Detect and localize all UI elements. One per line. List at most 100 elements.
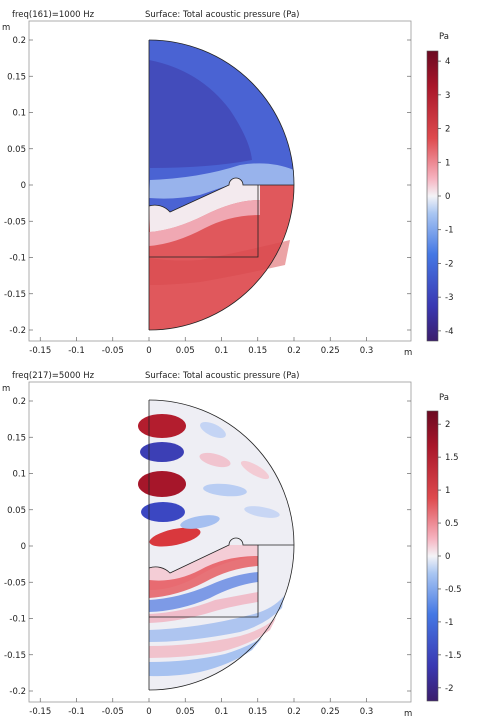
colorbar-tick-label: 2	[445, 420, 450, 430]
x-tick-label: 0.15	[248, 346, 267, 356]
colorbar-tick-label: 0	[445, 192, 450, 202]
ray	[180, 515, 220, 529]
x-tick-label: 0	[146, 707, 151, 717]
x-axis: -0.15 -0.1 -0.05 0 0.05 0.1 0.15 0.2 0.25 0.3	[29, 337, 373, 356]
colorbar-tick-label: -4	[445, 327, 453, 337]
x-tick-label: 0.05	[176, 707, 195, 717]
ray	[199, 452, 231, 468]
pink-band	[149, 200, 260, 246]
x-tick-label: 0.2	[287, 707, 301, 717]
lobe	[149, 527, 201, 547]
band	[149, 638, 262, 677]
x-tick-label: -0.15	[29, 346, 51, 356]
colorbar-unit: Pa	[439, 32, 449, 42]
y-tick-label: 0.05	[7, 145, 26, 155]
ray	[244, 506, 280, 518]
colorbar-tick-label: -2	[445, 684, 453, 694]
colorbar-tick-label: 2	[445, 125, 450, 135]
dark-blue-region	[149, 60, 252, 168]
colorbar: Pa 4 3 2 1 0 -1 -2 -3 -4	[426, 32, 453, 342]
colorbar-tick-label: 1.5	[445, 453, 459, 463]
near-zero-band	[149, 178, 260, 232]
x-tick-label: -0.05	[102, 707, 124, 717]
red-region	[149, 206, 290, 285]
y-tick-label: -0.05	[4, 578, 26, 588]
y-tick-label: 0.1	[12, 470, 26, 480]
x-tick-label: 0.1	[215, 707, 229, 717]
colorbar-tick-label: 3	[445, 91, 450, 101]
colorbar-tick-label: -2	[445, 259, 453, 269]
band	[149, 596, 284, 642]
lobe	[141, 502, 185, 522]
colorbar-tick-label: -1	[445, 226, 453, 236]
light-blue-band	[149, 163, 294, 199]
ray	[203, 483, 247, 497]
x-tick-label: -0.15	[29, 707, 51, 717]
colorbar-tick-label: 1	[445, 486, 450, 496]
x-tick-label: 0.25	[321, 707, 340, 717]
y-tick-label: 0.2	[12, 36, 26, 46]
y-tick-label: -0.2	[9, 687, 26, 697]
geometry-outline	[148, 399, 295, 691]
x-tick-label: -0.1	[68, 707, 85, 717]
y-tick-label: -0.15	[4, 290, 26, 300]
y-unit-label: m	[2, 23, 10, 33]
band	[149, 556, 258, 598]
y-axis: 0.2 0.15 0.1 0.05 0 -0.05 -0.1 -0.15 -0.2	[4, 36, 411, 336]
colorbar-gradient	[426, 50, 439, 342]
colorbar-tick-label: -1	[445, 618, 453, 628]
plot-title: Surface: Total acoustic pressure (Pa)	[145, 371, 299, 381]
y-tick-label: -0.15	[4, 651, 26, 661]
x-tick-label: -0.05	[102, 346, 124, 356]
colorbar-tick-label: -0.5	[445, 585, 462, 595]
freq-label: freq(161)=1000 Hz	[12, 10, 95, 20]
y-axis: 0.2 0.15 0.1 0.05 0 -0.05 -0.1 -0.15 -0.2	[4, 397, 411, 697]
colorbar: Pa 2 1.5 1 0.5 0 -0.5 -1 -1.5 -2	[426, 393, 462, 702]
ray	[200, 421, 226, 439]
colorbar-tick-label: 0	[445, 552, 450, 562]
lobe	[138, 471, 186, 497]
ray	[240, 460, 270, 480]
panel-5000hz: freq(217)=5000 Hz Surface: Total acousti…	[2, 371, 462, 719]
colorbar-tick-label: -3	[445, 293, 453, 303]
x-unit-label: m	[404, 348, 412, 358]
x-tick-label: 0	[146, 346, 151, 356]
y-tick-label: 0.05	[7, 506, 26, 516]
x-axis: -0.15 -0.1 -0.05 0 0.05 0.1 0.15 0.2 0.25 0.3	[29, 698, 373, 717]
x-tick-label: 0.3	[360, 346, 374, 356]
y-tick-label: 0.1	[12, 109, 26, 119]
plot-frame	[28, 20, 412, 342]
panel-1000hz: freq(161)=1000 Hz Surface: Total acousti…	[2, 10, 453, 358]
colorbar-unit: Pa	[439, 393, 449, 403]
x-tick-label: 0.2	[287, 346, 301, 356]
geometry-outline	[148, 39, 295, 331]
y-unit-label: m	[2, 384, 10, 394]
x-tick-label: 0.1	[215, 346, 229, 356]
y-tick-label: 0.15	[7, 433, 26, 443]
band	[149, 592, 258, 623]
colorbar-gradient	[426, 410, 439, 702]
x-tick-label: 0.05	[176, 346, 195, 356]
colorbar-tick-label: 0.5	[445, 519, 459, 529]
y-tick-label: 0	[21, 181, 26, 191]
x-tick-label: -0.1	[68, 346, 85, 356]
band	[149, 572, 258, 612]
plot-frame	[28, 381, 412, 703]
y-tick-label: 0	[21, 542, 26, 552]
y-tick-label: -0.1	[9, 254, 26, 264]
colorbar-tick-label: 1	[445, 158, 450, 168]
plot-title: Surface: Total acoustic pressure (Pa)	[145, 10, 299, 20]
x-tick-label: 0.15	[248, 707, 267, 717]
lobe	[140, 442, 184, 462]
y-tick-label: -0.05	[4, 217, 26, 227]
y-tick-label: 0.2	[12, 397, 26, 407]
y-tick-label: -0.2	[9, 326, 26, 336]
x-unit-label: m	[404, 709, 412, 719]
x-tick-label: 0.3	[360, 707, 374, 717]
pressure-field	[149, 40, 294, 330]
y-tick-label: -0.1	[9, 615, 26, 625]
band	[149, 618, 276, 658]
y-tick-label: 0.15	[7, 72, 26, 82]
